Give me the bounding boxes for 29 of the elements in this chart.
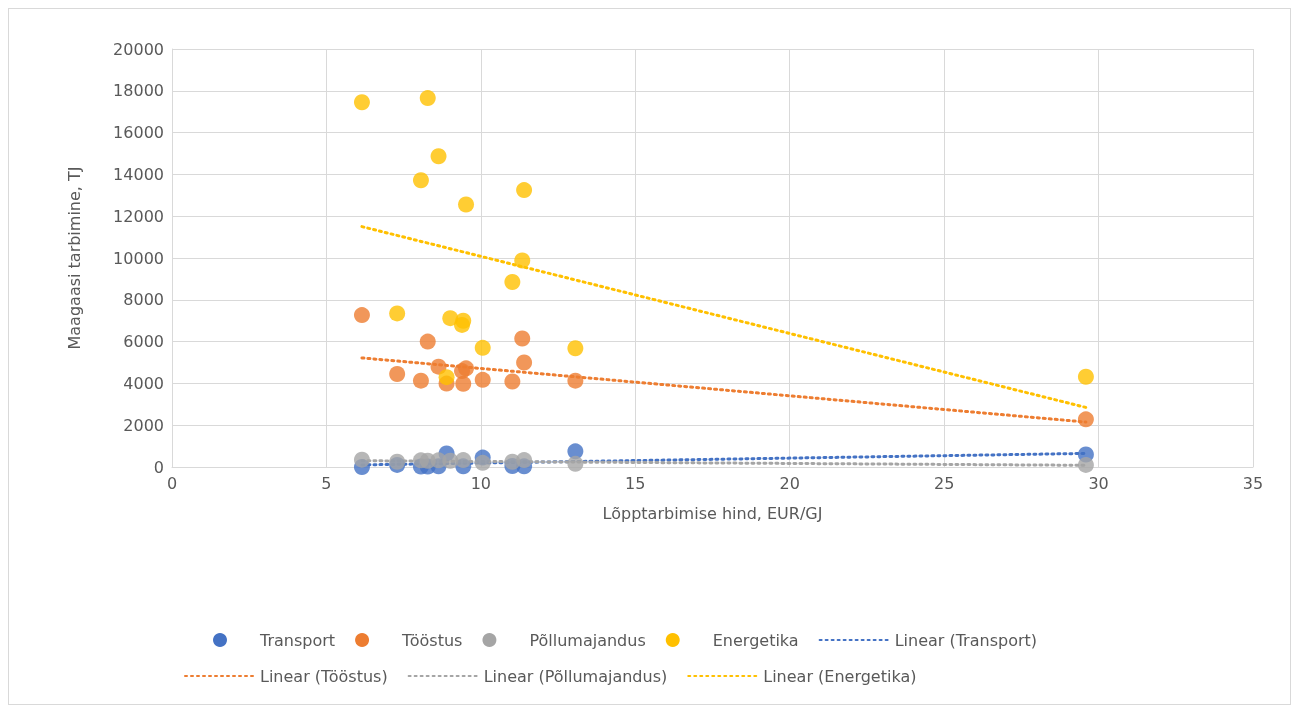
y-tick-label: 6000 (123, 332, 164, 352)
y-tick-label: 4000 (123, 373, 164, 393)
x-tick-label: 5 (321, 473, 332, 493)
y-axis-title: Maagaasi tarbimine, TJ (64, 166, 84, 350)
x-tick-label: 0 (166, 473, 178, 493)
y-tick-label: 20000 (113, 39, 164, 59)
legend-label: Transport (259, 630, 336, 650)
x-tick-label: 20 (779, 473, 800, 493)
y-tick-label: 10000 (113, 248, 164, 268)
y-tick-label: 14000 (113, 164, 164, 184)
legend-label: Linear (Tööstus) (260, 666, 388, 686)
x-tick-label: 25 (933, 473, 955, 493)
x-tick-label: 10 (470, 473, 492, 493)
legend-label: Tööstus (401, 630, 463, 650)
y-tick-label: 2000 (123, 415, 164, 435)
legend-label: Energetika (712, 630, 799, 650)
x-tick-label: 15 (625, 473, 646, 493)
legend-label: Linear (Transport) (894, 630, 1038, 650)
legend-label: Linear (Energetika) (763, 666, 917, 686)
y-tick-label: 16000 (113, 123, 164, 143)
x-tick-label: 30 (1088, 473, 1109, 493)
y-tick-label: 8000 (123, 290, 164, 310)
x-tick-label: 35 (1242, 473, 1264, 493)
legend-label: Linear (Põllumajandus) (483, 666, 668, 686)
y-tick-label: 0 (153, 457, 164, 477)
x-axis-title: Lõpptarbimise hind, EUR/GJ (602, 503, 823, 523)
legend-label: Põllumajandus (529, 630, 646, 650)
y-tick-label: 18000 (113, 81, 164, 101)
y-tick-label: 12000 (113, 206, 164, 226)
